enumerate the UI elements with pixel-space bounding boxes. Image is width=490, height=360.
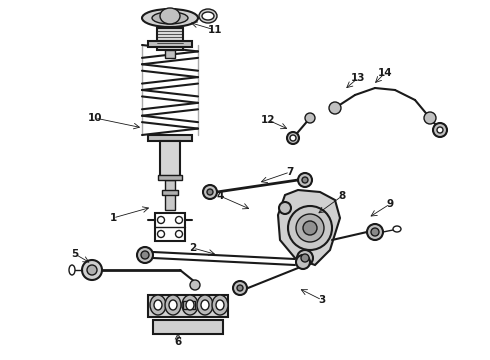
Text: 14: 14 xyxy=(378,68,392,78)
Circle shape xyxy=(290,135,296,141)
Circle shape xyxy=(367,224,383,240)
Circle shape xyxy=(175,216,182,224)
Text: 11: 11 xyxy=(208,25,222,35)
Ellipse shape xyxy=(212,295,228,315)
Circle shape xyxy=(141,251,149,259)
Ellipse shape xyxy=(197,295,213,315)
Ellipse shape xyxy=(169,300,177,310)
Text: 5: 5 xyxy=(72,249,78,259)
Text: 1: 1 xyxy=(109,213,117,223)
Bar xyxy=(148,41,192,47)
Text: 2: 2 xyxy=(189,243,196,253)
Bar xyxy=(148,295,228,317)
Text: 10: 10 xyxy=(88,113,102,123)
Ellipse shape xyxy=(152,12,188,24)
Circle shape xyxy=(157,230,165,238)
Ellipse shape xyxy=(393,226,401,232)
Text: 9: 9 xyxy=(387,199,393,209)
Circle shape xyxy=(87,265,97,275)
Ellipse shape xyxy=(199,9,217,23)
Polygon shape xyxy=(278,190,340,265)
Circle shape xyxy=(303,221,317,235)
Text: 12: 12 xyxy=(261,115,275,125)
Circle shape xyxy=(424,112,436,124)
Circle shape xyxy=(296,255,310,269)
Circle shape xyxy=(175,230,182,238)
Bar xyxy=(160,141,180,176)
Ellipse shape xyxy=(182,295,198,315)
Circle shape xyxy=(301,254,309,262)
Text: 8: 8 xyxy=(339,191,345,201)
Bar xyxy=(162,190,178,195)
Circle shape xyxy=(207,189,213,195)
Text: 4: 4 xyxy=(216,191,224,201)
Bar xyxy=(183,301,195,309)
Circle shape xyxy=(296,214,324,242)
Text: 6: 6 xyxy=(174,337,182,347)
Bar xyxy=(158,175,182,180)
Ellipse shape xyxy=(186,300,194,310)
Bar xyxy=(165,180,175,210)
Ellipse shape xyxy=(154,300,162,310)
Ellipse shape xyxy=(165,295,181,315)
Circle shape xyxy=(137,247,153,263)
Circle shape xyxy=(433,123,447,137)
Text: 7: 7 xyxy=(286,167,294,177)
Bar xyxy=(165,50,175,58)
Circle shape xyxy=(157,216,165,224)
Circle shape xyxy=(190,280,200,290)
Circle shape xyxy=(82,260,102,280)
Circle shape xyxy=(437,127,443,133)
Circle shape xyxy=(298,173,312,187)
Bar xyxy=(153,320,223,334)
Circle shape xyxy=(287,132,299,144)
Circle shape xyxy=(237,285,243,291)
Ellipse shape xyxy=(69,265,75,275)
Ellipse shape xyxy=(150,295,166,315)
Bar xyxy=(148,135,192,141)
Ellipse shape xyxy=(216,300,224,310)
Circle shape xyxy=(279,202,291,214)
Ellipse shape xyxy=(201,300,209,310)
Circle shape xyxy=(302,177,308,183)
Circle shape xyxy=(305,113,315,123)
Ellipse shape xyxy=(202,12,214,20)
Circle shape xyxy=(371,228,379,236)
Ellipse shape xyxy=(142,9,198,27)
Circle shape xyxy=(329,102,341,114)
Text: 13: 13 xyxy=(351,73,365,83)
Circle shape xyxy=(233,281,247,295)
Text: 3: 3 xyxy=(318,295,326,305)
Bar xyxy=(155,213,185,241)
Bar xyxy=(157,28,183,50)
Ellipse shape xyxy=(160,8,180,24)
Circle shape xyxy=(297,250,313,266)
Circle shape xyxy=(203,185,217,199)
Circle shape xyxy=(288,206,332,250)
